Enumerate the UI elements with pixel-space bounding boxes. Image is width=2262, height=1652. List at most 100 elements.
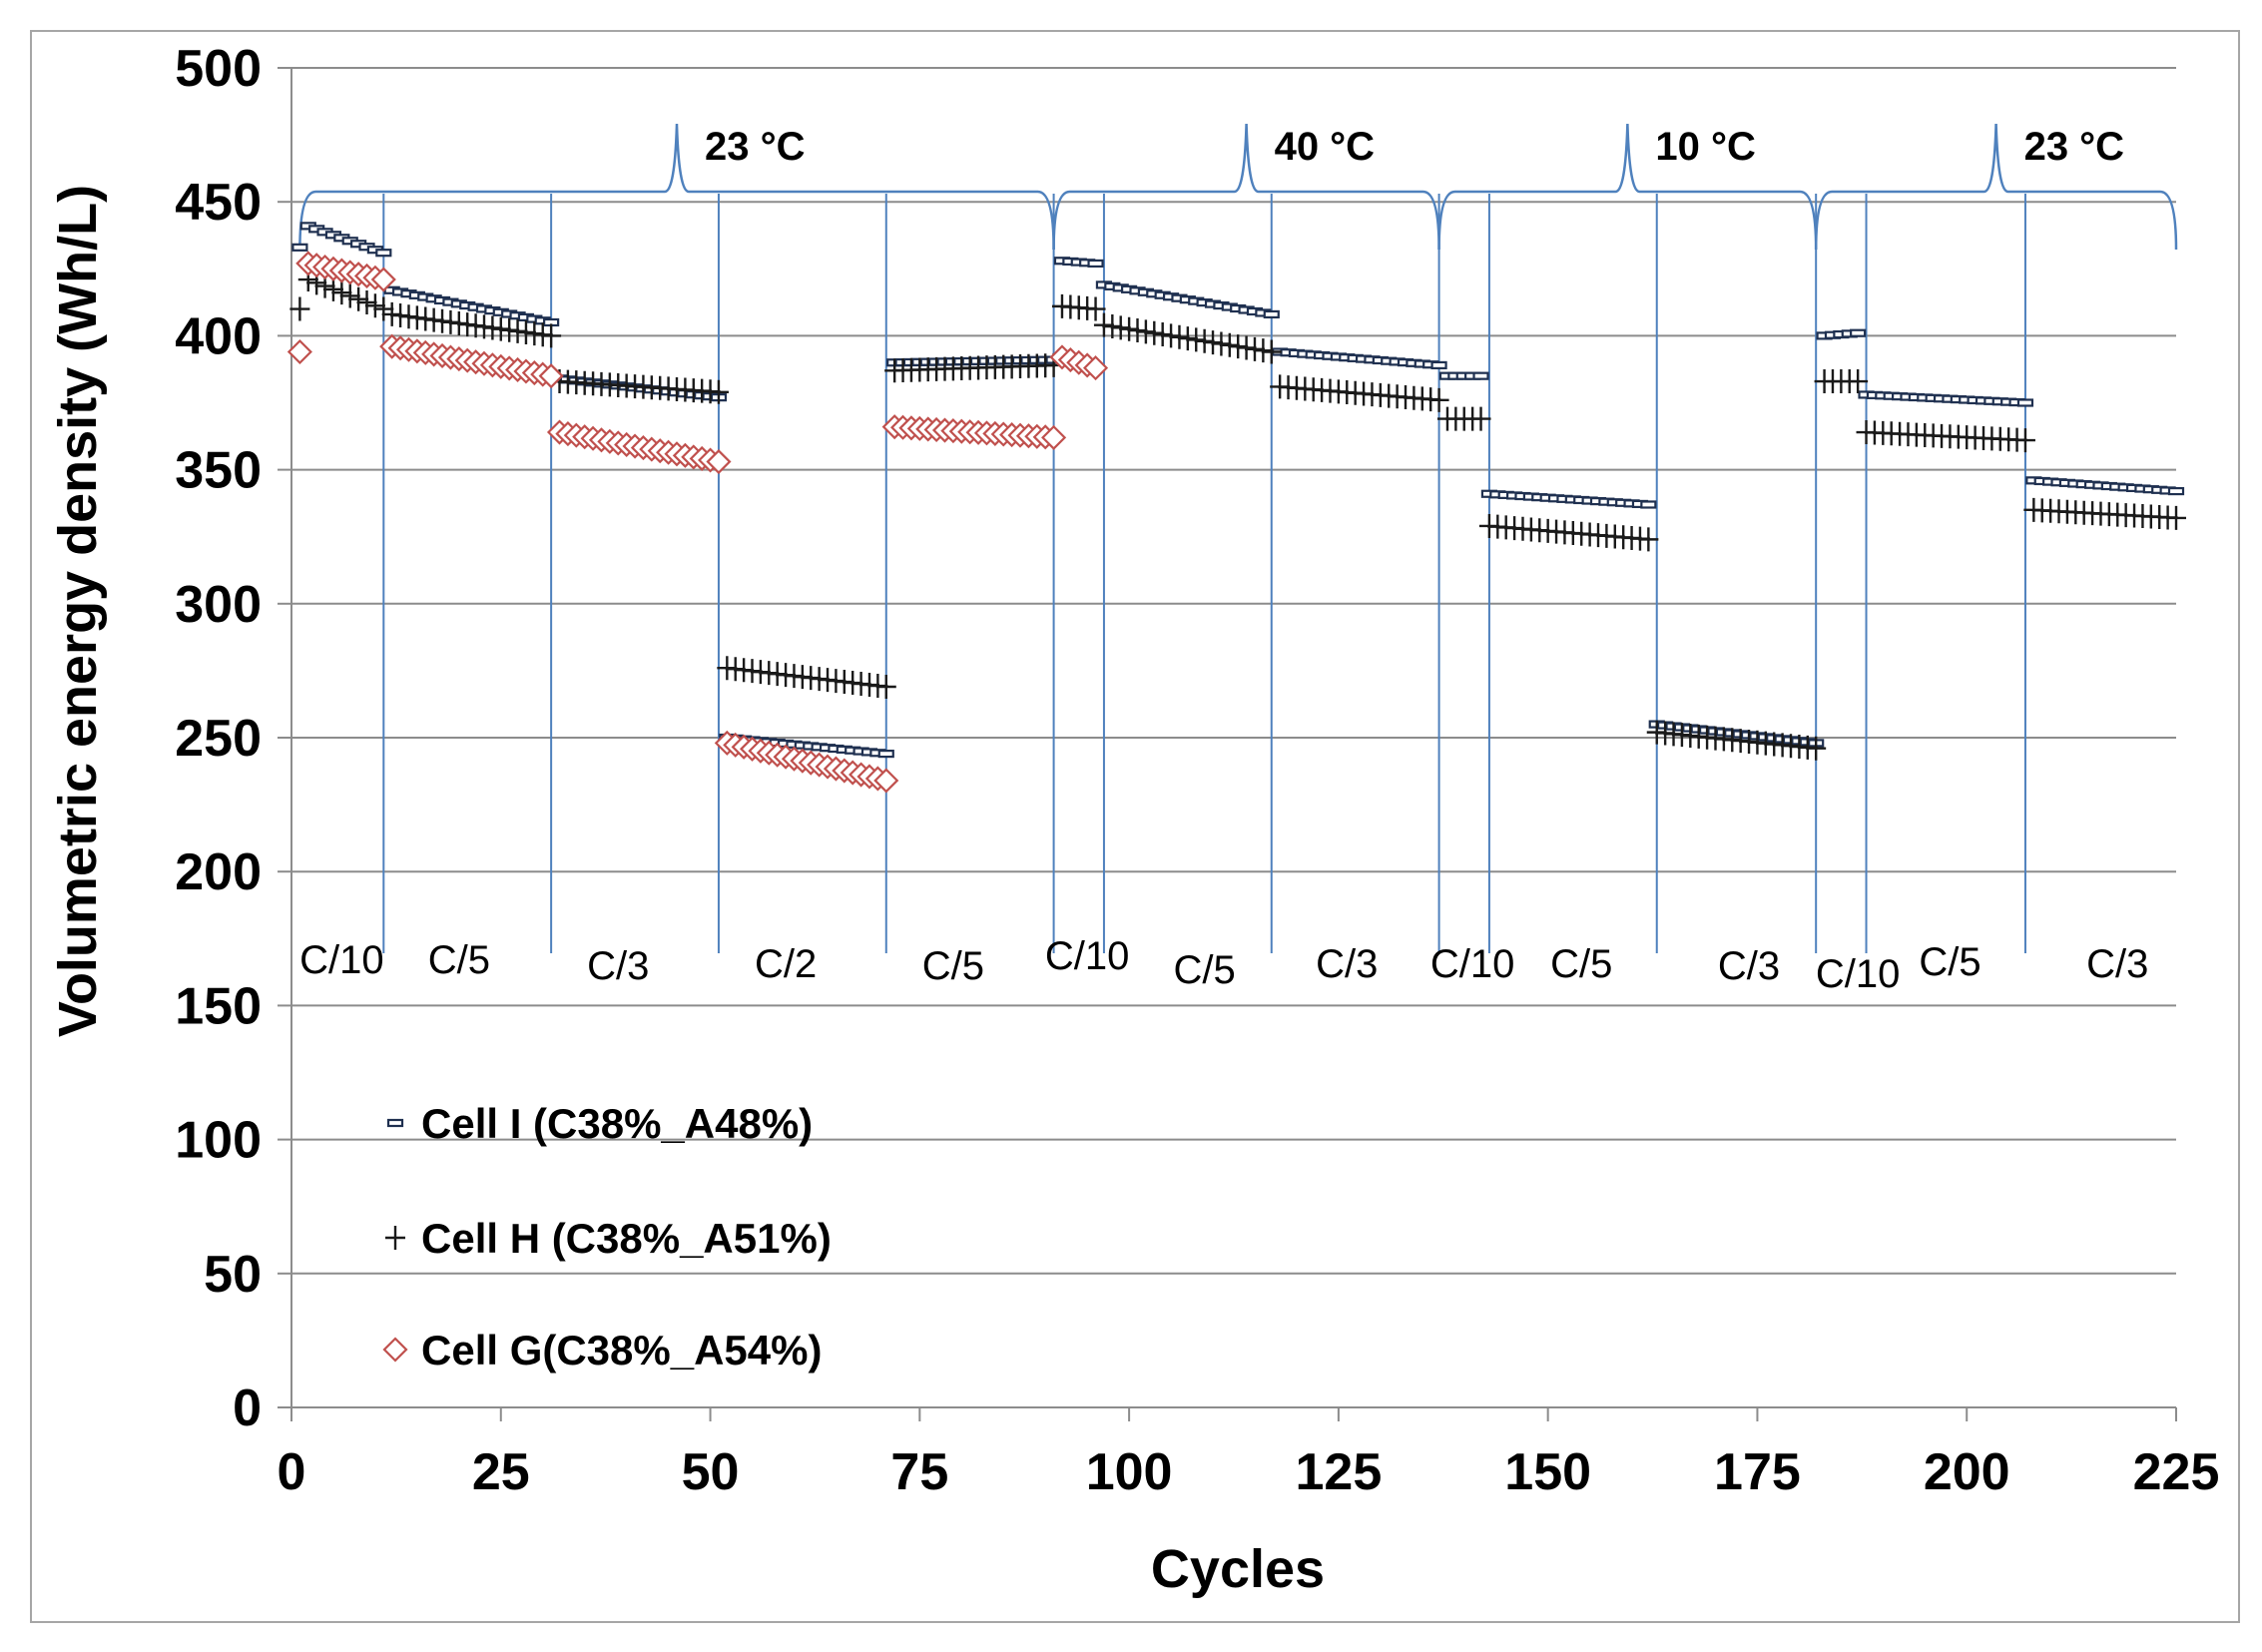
- rate-label-11: C/10: [1816, 952, 1901, 996]
- y-tick-label-350: 350: [175, 442, 262, 500]
- data-point-s1-c207: [2014, 428, 2035, 453]
- y-tick-label-200: 200: [175, 843, 262, 901]
- data-point-s0-c117: [1263, 309, 1280, 319]
- legend-marker-1: [385, 1226, 405, 1250]
- data-point-s1-c114: [1236, 335, 1257, 360]
- data-point-s1-c71: [875, 675, 896, 700]
- data-point-s1-c107: [1177, 326, 1198, 351]
- x-tick-label-150: 150: [1504, 1443, 1591, 1501]
- data-point-s0-c137: [1430, 360, 1447, 370]
- x-tick-label-200: 200: [1924, 1443, 2010, 1501]
- data-point-s1-c11: [373, 296, 394, 321]
- data-point-s1-c100: [1119, 316, 1140, 341]
- y-tick-label-450: 450: [175, 174, 262, 232]
- rate-label-1: C/5: [428, 938, 490, 982]
- data-point-s0-c142: [1472, 371, 1489, 380]
- x-tick-label-125: 125: [1296, 1443, 1383, 1501]
- data-point-s1-c112: [1219, 332, 1240, 357]
- rate-label-7: C/3: [1316, 942, 1378, 986]
- data-point-s1-c9: [356, 289, 377, 314]
- data-point-s2-c1: [286, 338, 312, 365]
- axes: 0 50 100 150 200 250 300 350 400 450 500 0 25 50 75 100…: [175, 40, 2219, 1501]
- rate-label-5: C/10: [1045, 934, 1130, 978]
- data-point-s2-c91: [1041, 424, 1067, 450]
- temperature-braces: [298, 123, 2178, 251]
- rate-label-6: C/5: [1174, 948, 1236, 992]
- series-1: [289, 268, 2186, 761]
- y-tick-label-150: 150: [175, 977, 262, 1035]
- data-point-s1-c104: [1152, 322, 1173, 347]
- rate-dividers: [382, 194, 2026, 953]
- y-tick-label-500: 500: [175, 40, 262, 98]
- legend-marker-2: [382, 1337, 408, 1363]
- data-point-s1-c1: [289, 296, 310, 321]
- legend: Cell I (C38%_A48%) Cell H (C38%_A51%) Cell…: [382, 1100, 832, 1374]
- data-point-s1-c8: [348, 286, 369, 311]
- data-point-s1-c113: [1228, 334, 1249, 359]
- rate-label-2: C/3: [587, 944, 649, 988]
- data-point-s1-c109: [1194, 328, 1215, 353]
- legend-marker-0: [386, 1118, 404, 1128]
- temperature-label-0: 23 °C: [705, 125, 806, 169]
- data-point-s1-c102: [1135, 319, 1156, 344]
- x-tick-label-0: 0: [278, 1443, 306, 1501]
- rate-label-12: C/5: [1919, 940, 1980, 984]
- x-tick-label-75: 75: [890, 1443, 948, 1501]
- data-point-s1-c96: [1085, 296, 1106, 321]
- data-point-s1-c97: [1093, 312, 1114, 337]
- rate-label-8: C/10: [1430, 942, 1515, 986]
- legend-label-0: Cell I (C38%_A48%): [421, 1100, 813, 1147]
- data-point-s1-c10: [364, 293, 385, 318]
- data-point-s2-c96: [1082, 355, 1109, 381]
- rate-label-13: C/3: [2086, 942, 2148, 986]
- data-point-s0-c71: [877, 750, 894, 759]
- data-point-s2-c31: [538, 363, 564, 389]
- data-point-s1-c6: [331, 280, 352, 305]
- temperature-brace-3: [1814, 123, 2178, 251]
- data-point-s2-c51: [706, 448, 732, 475]
- data-point-s1-c31: [541, 323, 562, 348]
- data-point-s1-c98: [1102, 314, 1123, 339]
- data-point-s1-c182: [1806, 736, 1827, 761]
- rate-label-9: C/5: [1550, 942, 1612, 986]
- annotations: 23 °C 40 °C 10 °C 23 °C C/10 C/5 C/3 C/2 C/5 C/10…: [299, 125, 2148, 996]
- data-point-s0-c225: [2167, 486, 2185, 496]
- data-point-s1-c110: [1203, 330, 1224, 355]
- data-point-s0-c11: [375, 249, 392, 258]
- rate-label-10: C/3: [1718, 944, 1780, 988]
- y-tick-label-400: 400: [175, 307, 262, 365]
- data-point-s1-c108: [1186, 327, 1207, 352]
- temperature-label-3: 23 °C: [2024, 125, 2125, 169]
- data-point-s1-c101: [1127, 318, 1148, 343]
- data-point-s1-c103: [1144, 320, 1165, 345]
- series-0: [291, 222, 2185, 759]
- data-point-s1-c115: [1244, 336, 1265, 361]
- x-tick-label-225: 225: [2133, 1443, 2220, 1501]
- data-point-s1-c117: [1261, 339, 1282, 364]
- data-point-s1-c137: [1428, 387, 1449, 412]
- temperature-brace-2: [1437, 123, 1818, 251]
- y-tick-label-0: 0: [233, 1379, 262, 1437]
- data-point-s1-c51: [708, 379, 729, 404]
- temperature-label-1: 40 °C: [1275, 125, 1376, 169]
- y-tick-label-300: 300: [175, 576, 262, 634]
- data-point-s1-c225: [2166, 505, 2186, 530]
- data-point-s1-c7: [339, 283, 360, 308]
- legend-label-1: Cell H (C38%_A51%): [421, 1215, 832, 1262]
- data-point-s1-c105: [1161, 323, 1182, 348]
- data-point-s1-c99: [1110, 315, 1131, 340]
- rate-label-3: C/2: [755, 942, 817, 986]
- temperature-brace-1: [1052, 123, 1440, 251]
- data-point-s1-c5: [322, 276, 343, 301]
- x-axis-title: Cycles: [1151, 1539, 1325, 1599]
- data-point-s0-c1: [291, 243, 308, 252]
- y-tick-label-50: 50: [204, 1246, 262, 1304]
- data-point-s0-c96: [1087, 259, 1104, 269]
- data-point-s1-c187: [1848, 369, 1869, 394]
- data-point-s0-c187: [1850, 328, 1867, 337]
- data-point-s1-c142: [1470, 406, 1491, 431]
- data-point-s0-c207: [2016, 398, 2034, 407]
- legend-label-2: Cell G(C38%_A54%): [421, 1327, 822, 1374]
- x-tick-label-50: 50: [682, 1443, 740, 1501]
